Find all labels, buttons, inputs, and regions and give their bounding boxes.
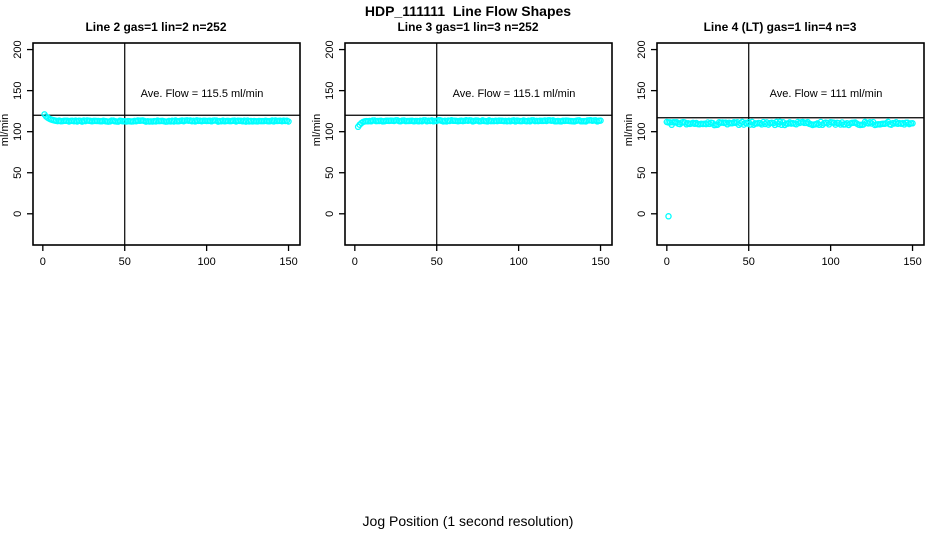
y-tick-label: 0 xyxy=(12,211,24,217)
panel-line2-title: Line 2 gas=1 lin=2 n=252 xyxy=(85,20,227,34)
x-axis-label: Jog Position (1 second resolution) xyxy=(362,513,574,529)
y-tick-label: 100 xyxy=(12,123,24,141)
y-tick-label: 50 xyxy=(636,167,648,179)
panel-line3: Line 3 gas=1 lin=3 n=252 Ave. Flow = 115… xyxy=(312,18,624,280)
y-tick-label: 100 xyxy=(324,123,336,141)
x-tick-label: 100 xyxy=(197,256,215,268)
data-point xyxy=(285,118,292,125)
data-point xyxy=(781,121,789,129)
ave-flow-annotation: Ave. Flow = 111 ml/min xyxy=(770,88,883,100)
x-tick-label: 150 xyxy=(591,256,609,268)
data-point xyxy=(909,120,916,127)
ave-flow-annotation: Ave. Flow = 115.5 ml/min xyxy=(141,88,264,100)
y-tick-label: 200 xyxy=(12,40,24,58)
plot-border xyxy=(32,42,301,246)
data-point xyxy=(740,121,748,128)
x-tick-label: 0 xyxy=(40,256,46,268)
panel-line2: Line 2 gas=1 lin=2 n=252 Ave. Flow = 115… xyxy=(0,18,312,280)
panel-line3-title: Line 3 gas=1 lin=3 n=252 xyxy=(397,20,539,34)
ave-flow-annotation: Ave. Flow = 115.1 ml/min xyxy=(453,88,576,100)
panel-line4: Line 4 (LT) gas=1 lin=4 n=3 Ave. Flow = … xyxy=(624,18,936,280)
y-axis-label: ml/min xyxy=(624,114,635,146)
data-point xyxy=(887,121,895,128)
data-point xyxy=(597,117,604,124)
panel-line2-plot: Ave. Flow = 115.5 ml/min 0 50 100 150 0 50 100… xyxy=(0,40,301,268)
x-tick-label: 150 xyxy=(903,256,921,268)
y-tick-label: 200 xyxy=(324,40,336,58)
main-title: HDP_111111 Line Flow Shapes xyxy=(364,3,572,19)
plot-border xyxy=(344,42,613,246)
x-tick-label: 50 xyxy=(119,256,131,268)
y-tick-label: 150 xyxy=(324,81,336,99)
x-tick-label: 0 xyxy=(664,256,670,268)
x-tick-label: 50 xyxy=(431,256,443,268)
plot-border xyxy=(656,42,925,246)
y-tick-label: 150 xyxy=(12,81,24,99)
x-tick-label: 100 xyxy=(821,256,839,268)
y-tick-label: 50 xyxy=(324,167,336,179)
y-tick-label: 0 xyxy=(324,211,336,217)
x-tick-label: 0 xyxy=(352,256,358,268)
y-tick-label: 100 xyxy=(636,123,648,141)
data-point xyxy=(665,213,672,220)
y-tick-label: 0 xyxy=(636,211,648,217)
y-axis-label: ml/min xyxy=(0,114,11,146)
panel-line3-plot: Ave. Flow = 115.1 ml/min 0 50 100 150 0 50 100… xyxy=(312,40,613,268)
y-tick-label: 50 xyxy=(12,167,24,179)
y-tick-label: 200 xyxy=(636,40,648,58)
panel-line4-plot: Ave. Flow = 111 ml/min 0 50 100 150 0 50 100 15… xyxy=(624,40,925,268)
y-tick-label: 150 xyxy=(636,81,648,99)
x-tick-label: 150 xyxy=(279,256,297,268)
x-tick-label: 50 xyxy=(743,256,755,268)
panel-line4-title: Line 4 (LT) gas=1 lin=4 n=3 xyxy=(703,20,857,34)
y-axis-label: ml/min xyxy=(312,114,323,146)
x-tick-label: 100 xyxy=(509,256,527,268)
